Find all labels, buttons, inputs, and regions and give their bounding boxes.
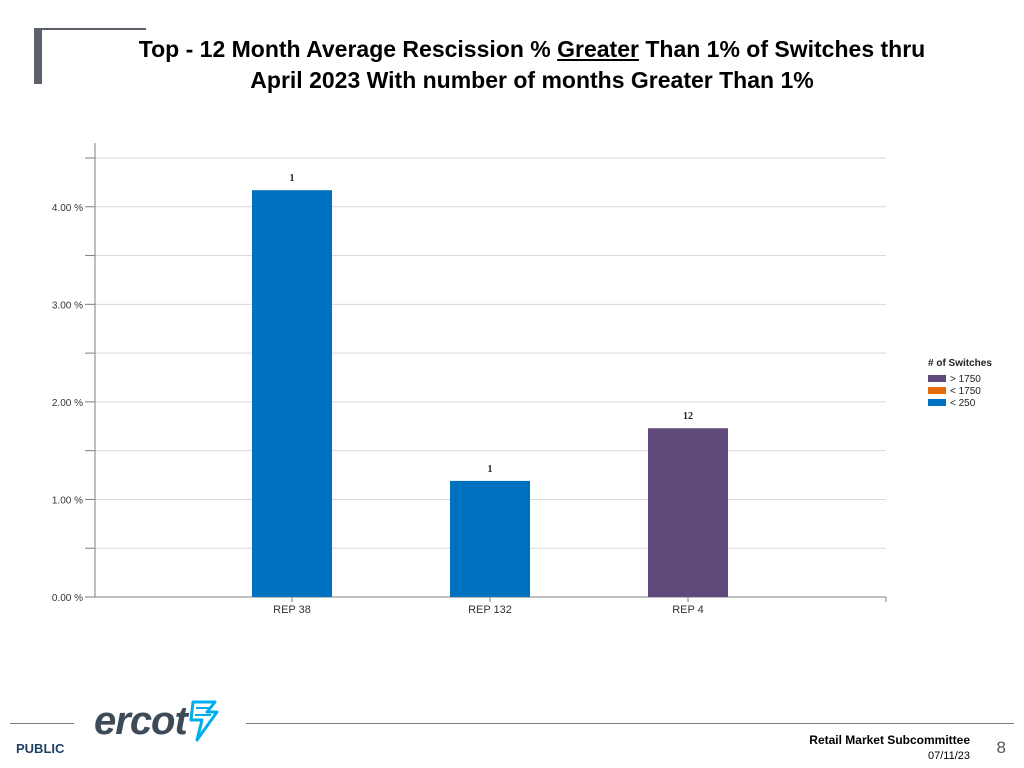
legend-swatch: [928, 399, 946, 406]
legend-title: # of Switches: [928, 358, 992, 369]
x-tick-label: REP 4: [672, 604, 704, 616]
bar-data-label: 1: [488, 464, 493, 475]
title-line-1: Top - 12 Month Average Rescission % Grea…: [60, 34, 1004, 65]
legend-swatch: [928, 375, 946, 382]
y-tick-label: 4.00 %: [52, 203, 83, 214]
ercot-logo: ercot: [94, 698, 221, 744]
legend-label: < 1750: [950, 386, 981, 397]
footer-divider-left: [10, 723, 74, 724]
public-label: PUBLIC: [16, 741, 65, 756]
presentation-date: 07/11/23: [927, 750, 970, 762]
corner-accent-horizontal: [34, 28, 146, 30]
bar: [450, 480, 530, 597]
corner-accent-vertical: [34, 28, 42, 84]
legend-swatch: [928, 387, 946, 394]
y-tick-label: 1.00 %: [52, 495, 83, 506]
x-tick-label: REP 38: [273, 604, 311, 616]
title-text-part1: Top - 12 Month Average Rescission %: [138, 36, 558, 62]
page-number: 8: [996, 738, 1006, 757]
bar: [252, 190, 332, 597]
bar-data-label: 1: [290, 173, 295, 184]
x-tick-label: REP 132: [468, 604, 512, 616]
title-line-2: April 2023 With number of months Greater…: [250, 67, 814, 93]
bar-data-label: 12: [683, 411, 693, 422]
logo-text: ercot: [94, 699, 188, 743]
footer-divider-right: [246, 723, 1014, 724]
y-tick-label: 3.00 %: [52, 300, 83, 311]
bar-chart: 0.00 % 1.00 % 2.00 % 3.00 % 4.00 % 1 REP 38 1 RE…: [52, 143, 992, 616]
ercot-bolt-icon: [189, 700, 219, 742]
y-tick-label: 2.00 %: [52, 398, 83, 409]
legend-label: < 250: [950, 398, 976, 409]
title-text-part2: Than 1% of Switches thru: [638, 36, 926, 62]
legend-label: > 1750: [950, 374, 981, 385]
slide-title: Top - 12 Month Average Rescission % Grea…: [60, 34, 1004, 96]
title-underlined-word: Greater: [557, 36, 639, 62]
y-tick-label: 0.00 %: [52, 593, 83, 604]
bar: [648, 428, 728, 597]
committee-name: Retail Market Subcommittee: [809, 733, 970, 747]
